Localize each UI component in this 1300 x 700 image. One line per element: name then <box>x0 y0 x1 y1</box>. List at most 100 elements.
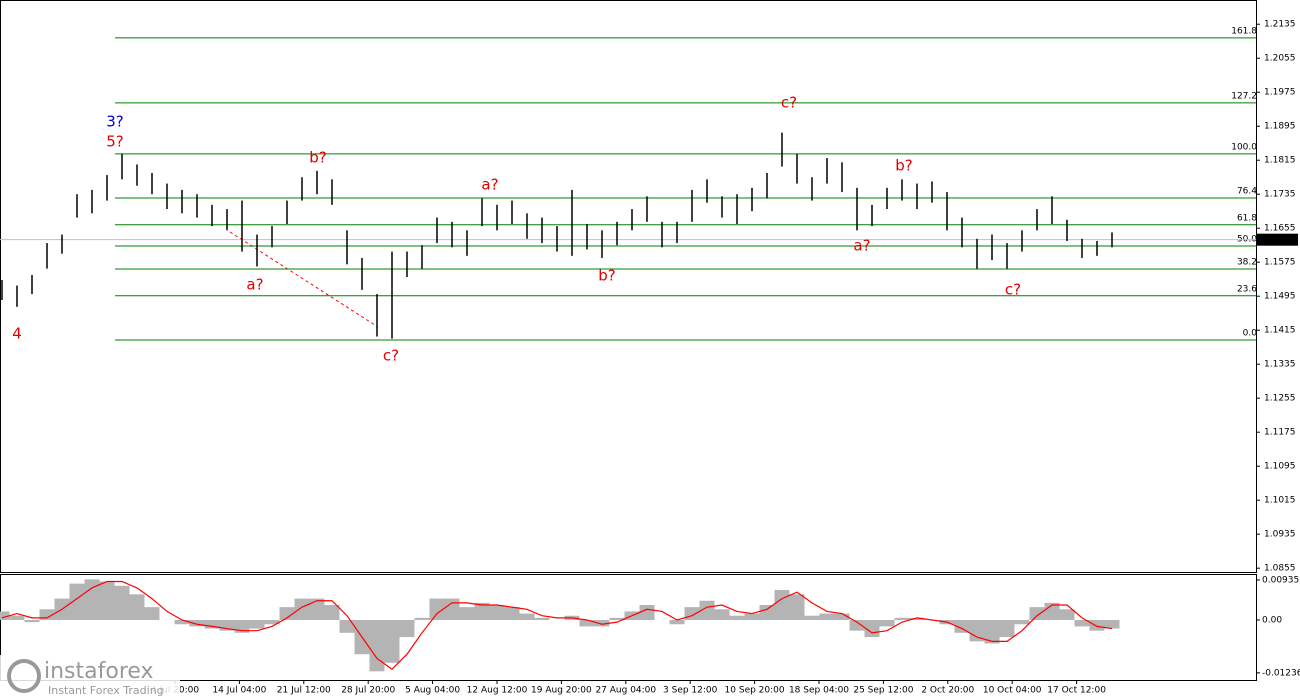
histogram-bar <box>309 598 325 620</box>
histogram-bar <box>204 619 220 629</box>
fib-label: 127.2 <box>1231 91 1257 101</box>
wave-label: c? <box>1005 281 1021 299</box>
fib-label: 76.4 <box>1237 187 1257 197</box>
x-tick-label: 2 Oct 20:00 <box>921 686 974 696</box>
histogram-bar <box>609 617 625 620</box>
x-tick-label: 3 Sep 12:00 <box>663 686 718 696</box>
main-panel <box>0 0 1257 573</box>
histogram-bar <box>504 607 520 620</box>
histogram-bar <box>729 615 745 620</box>
indicator-tick-label: 0.00935 <box>1262 575 1299 585</box>
y-tick-label: 1.1095 <box>1264 462 1296 472</box>
histogram-bar <box>99 581 115 620</box>
histogram-bar <box>39 609 55 620</box>
x-tick-label: 18 Sep 04:00 <box>789 686 849 696</box>
histogram-bar <box>909 617 925 620</box>
x-tick-label: 12 Aug 12:00 <box>467 686 528 696</box>
x-tick-label: 10 Oct 04:00 <box>983 686 1042 696</box>
wave-label: 3? <box>106 113 124 131</box>
x-tick-label: 5 Aug 04:00 <box>405 686 460 696</box>
indicator-panel <box>0 574 1257 681</box>
y-tick-label: 1.1175 <box>1264 428 1296 438</box>
histogram-bar <box>789 594 805 620</box>
histogram-bar <box>69 583 85 620</box>
current-price-box <box>1256 233 1298 246</box>
y-tick-label: 1.1415 <box>1264 326 1296 336</box>
fib-label: 161.8 <box>1231 26 1257 36</box>
histogram-bar <box>849 619 865 631</box>
histogram-bar <box>174 619 190 625</box>
histogram-bar <box>969 619 985 642</box>
histogram-bar <box>84 579 100 620</box>
histogram-bar <box>954 619 970 633</box>
y-tick-label: 1.1655 <box>1264 224 1296 234</box>
histogram-bar <box>249 619 265 629</box>
y-tick-label: 1.1335 <box>1264 360 1296 370</box>
histogram-bar <box>999 619 1015 638</box>
histogram-bar <box>429 598 445 620</box>
histogram-bar <box>114 585 130 620</box>
fib-label: 100.0 <box>1231 142 1257 152</box>
histogram-bar <box>534 617 550 620</box>
histogram-bar <box>1014 619 1030 625</box>
fib-label: 38.2 <box>1237 258 1257 268</box>
wave-label: 5? <box>106 133 124 151</box>
histogram-bar <box>639 605 655 620</box>
y-tick-label: 1.0935 <box>1264 530 1296 540</box>
histogram-bar <box>414 617 430 620</box>
y-tick-label: 1.1895 <box>1264 122 1296 132</box>
y-tick-label: 1.1735 <box>1264 190 1296 200</box>
histogram-bar <box>519 613 535 620</box>
indicator-tick-label: -0.01236 <box>1262 668 1300 678</box>
histogram-bar <box>399 619 415 638</box>
histogram-bar <box>744 613 760 620</box>
x-tick-label: 19 Aug 20:00 <box>531 686 592 696</box>
histogram-bar <box>684 607 700 620</box>
signal-line <box>1 580 1113 670</box>
histogram-bar <box>594 619 610 627</box>
histogram-bar <box>189 619 205 627</box>
current-price-label: 1.1628 <box>1262 235 1294 245</box>
histogram-bar <box>1104 619 1120 629</box>
histogram-bar <box>339 619 355 633</box>
wave-label: a? <box>853 237 870 255</box>
x-tick-label: 25 Sep 12:00 <box>853 686 913 696</box>
histogram-bar <box>369 619 385 672</box>
wave-label: a? <box>481 176 498 194</box>
histogram-bar <box>474 602 490 620</box>
histogram-bar <box>1059 609 1075 620</box>
indicator-tick-label: 0.00 <box>1262 615 1282 625</box>
wave-label: b? <box>598 267 615 285</box>
histogram-bar <box>129 594 145 620</box>
x-tick-label: 21 Jul 12:00 <box>277 686 331 696</box>
histogram-bar <box>279 607 295 620</box>
histogram-bar <box>489 605 505 620</box>
histogram-bar <box>669 619 685 625</box>
fib-label: 0.0 <box>1243 328 1258 338</box>
histogram-bar <box>144 607 160 620</box>
y-tick-label: 1.1015 <box>1264 496 1296 506</box>
x-tick-label: 28 Jul 20:00 <box>341 686 395 696</box>
histogram-bar <box>384 619 400 663</box>
histogram-bar <box>714 609 730 620</box>
histogram-bar <box>1089 619 1105 631</box>
logo: instaforex Instant Forex Trading <box>0 655 180 699</box>
fib-label: 61.8 <box>1237 213 1257 223</box>
histogram-bar <box>579 619 595 627</box>
wave-label: c? <box>383 347 399 365</box>
histogram-bar <box>819 613 835 620</box>
histogram-bar <box>759 605 775 620</box>
histogram-bar <box>984 619 1000 644</box>
y-tick-label: 1.1975 <box>1264 88 1296 98</box>
wave-label: b? <box>895 157 912 175</box>
histogram-bar <box>1074 619 1090 627</box>
y-tick-label: 1.1495 <box>1264 292 1296 302</box>
histogram-bar <box>294 598 310 620</box>
y-tick-label: 1.1255 <box>1264 394 1296 404</box>
fib-label: 23.6 <box>1237 284 1257 294</box>
histogram-bar <box>459 607 475 620</box>
histogram-bar <box>324 605 340 620</box>
histogram-bar <box>219 619 235 631</box>
histogram-bar <box>24 619 40 623</box>
